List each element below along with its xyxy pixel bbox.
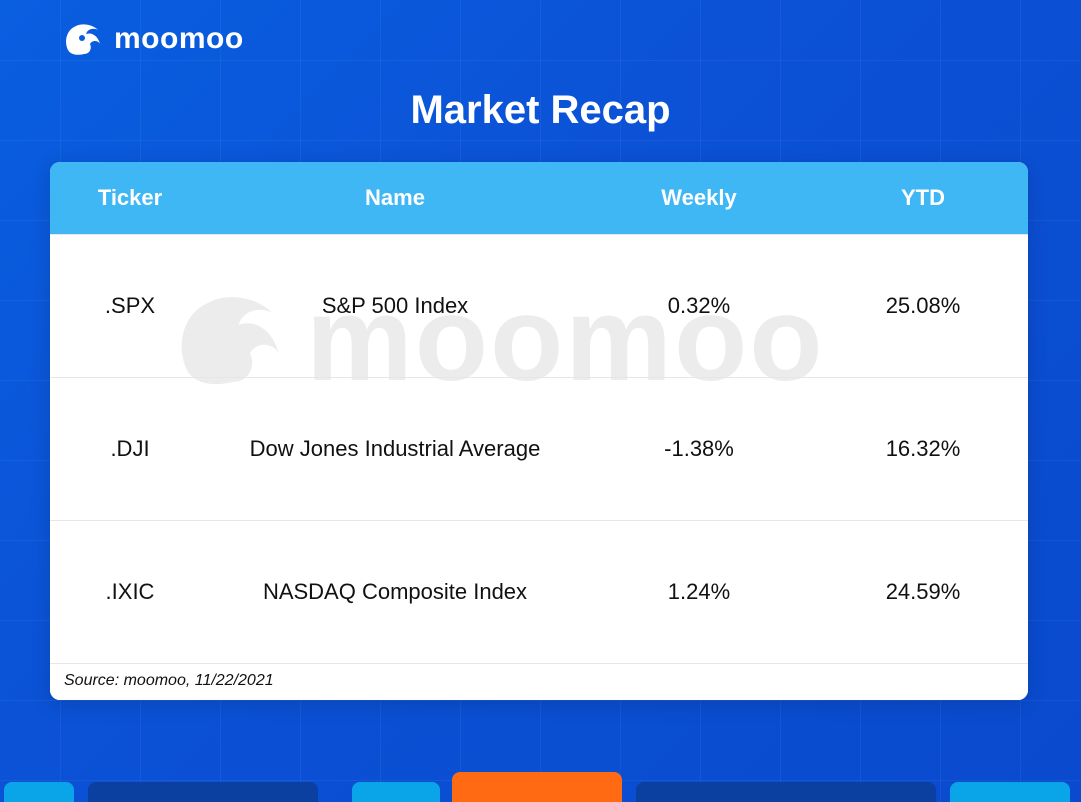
decorative-bottom-bars [0,768,1081,802]
table-row: .SPX S&P 500 Index 0.32% 25.08% [50,234,1028,377]
cell-weekly: 1.24% [580,579,818,605]
cell-ytd: 16.32% [818,436,1028,462]
source-text: Source: moomoo, 11/22/2021 [50,663,1028,700]
table-body: moomoo .SPX S&P 500 Index 0.32% 25.08% .… [50,234,1028,663]
table-row: .DJI Dow Jones Industrial Average -1.38%… [50,377,1028,520]
column-header-name: Name [210,185,580,211]
cell-name: S&P 500 Index [210,293,580,319]
decorative-bar [950,782,1070,802]
bull-icon [62,20,104,58]
table-row: .IXIC NASDAQ Composite Index 1.24% 24.59… [50,520,1028,663]
cell-name: NASDAQ Composite Index [210,579,580,605]
column-header-ticker: Ticker [50,185,210,211]
cell-name: Dow Jones Industrial Average [210,436,580,462]
cell-weekly: -1.38% [580,436,818,462]
market-recap-table: Ticker Name Weekly YTD moomoo .SPX S&P 5… [50,162,1028,700]
page-title: Market Recap [0,88,1081,133]
table-header-row: Ticker Name Weekly YTD [50,162,1028,234]
cell-ticker: .IXIC [50,579,210,605]
decorative-bar [88,782,318,802]
decorative-bar [352,782,440,802]
brand-logo: moomoo [62,20,244,58]
cell-ticker: .DJI [50,436,210,462]
brand-name: moomoo [114,22,244,56]
column-header-ytd: YTD [818,185,1028,211]
column-header-weekly: Weekly [580,185,818,211]
cell-ytd: 25.08% [818,293,1028,319]
decorative-bar [452,772,622,802]
decorative-bar [636,782,936,802]
cell-weekly: 0.32% [580,293,818,319]
decorative-bar [4,782,74,802]
cell-ytd: 24.59% [818,579,1028,605]
cell-ticker: .SPX [50,293,210,319]
